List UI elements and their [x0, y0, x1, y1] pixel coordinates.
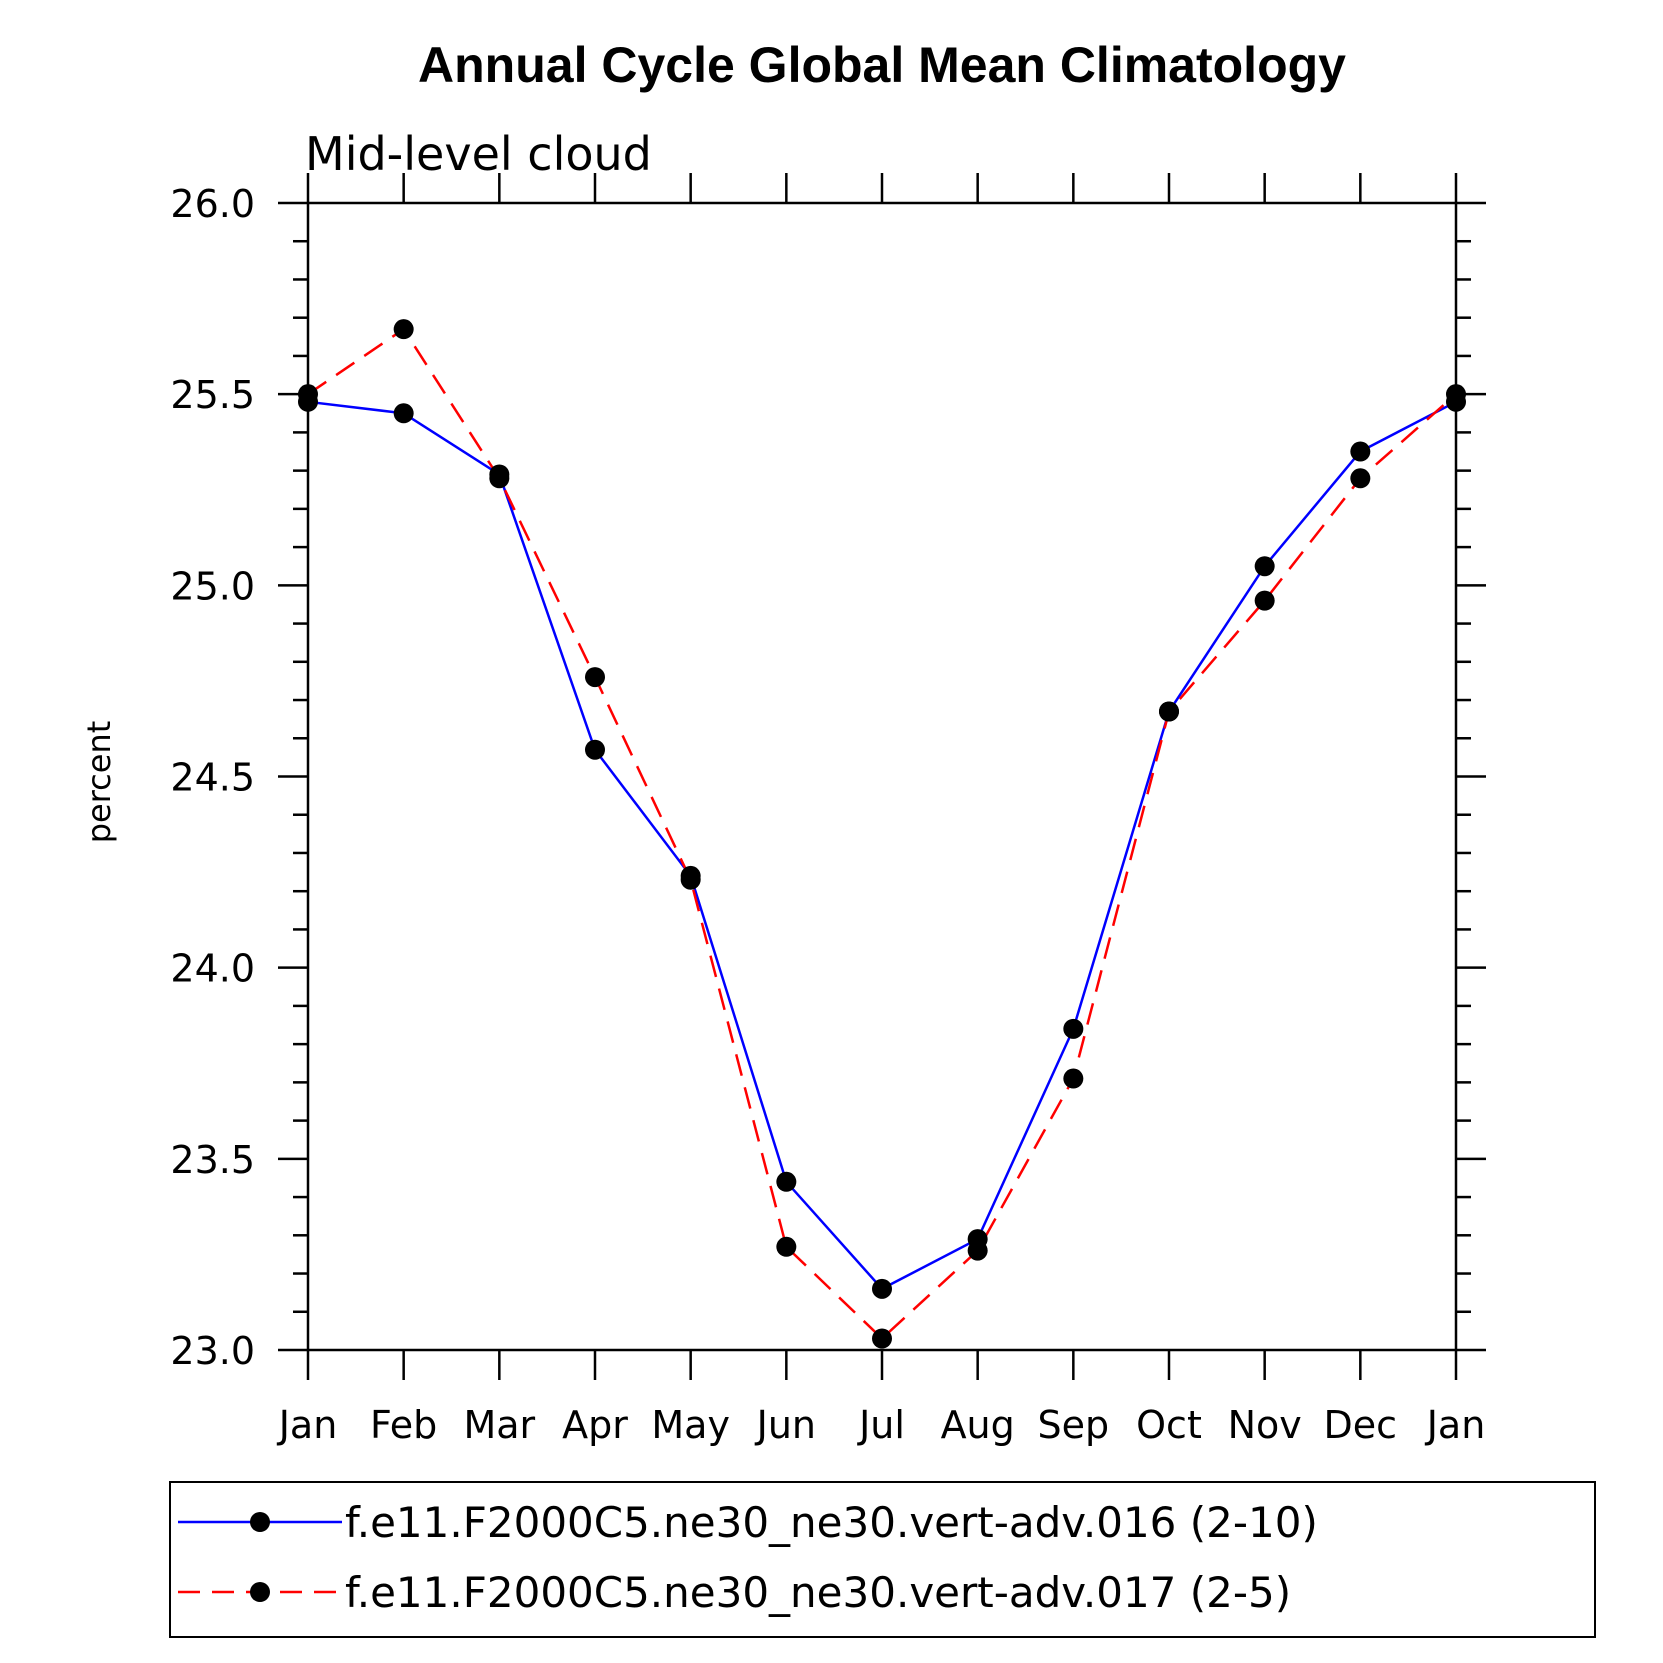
x-tick-label: Jan [1425, 1403, 1486, 1447]
y-axis-label: percent [80, 721, 118, 844]
y-tick-label: 25.0 [170, 564, 255, 608]
legend-label-2: f.e11.F2000C5.ne30_ne30.vert-adv.017 (2-… [345, 1568, 1291, 1617]
x-tick-label: Mar [463, 1403, 535, 1447]
x-tick-label: Oct [1136, 1403, 1202, 1447]
series-2-point [680, 869, 701, 890]
series-1-point [776, 1171, 797, 1192]
series-line-1 [307, 400, 1457, 1291]
series-2-point [1254, 590, 1275, 611]
axis-ticks: Jan Feb Mar Apr May Jun Jul Aug Sep Oct Nov Dec Jan 2… [170, 173, 1486, 1447]
x-tick-label: Dec [1324, 1403, 1398, 1447]
x-tick-label: Sep [1038, 1403, 1110, 1447]
legend-marker-1 [250, 1512, 270, 1532]
y-tick-label: 23.0 [170, 1329, 255, 1373]
legend-box [169, 1481, 1596, 1638]
series-2-point [967, 1240, 988, 1261]
x-tick-label: Jan [277, 1403, 338, 1447]
series-2-point [489, 468, 510, 489]
series-1-point [585, 739, 605, 760]
series-2-point [776, 1236, 797, 1257]
x-tick-label: Jul [857, 1403, 905, 1447]
series-2-point [872, 1328, 892, 1349]
series-line-2 [307, 327, 1457, 1341]
series-1-point [1254, 556, 1275, 577]
series-2-point [585, 667, 605, 688]
series-layer [298, 319, 1466, 1349]
legend-marker-2 [250, 1582, 270, 1602]
legend: f.e11.F2000C5.ne30_ne30.vert-adv.016 (2-… [169, 1481, 1596, 1638]
y-tick-label: 23.5 [170, 1138, 255, 1182]
x-tick-label: Apr [562, 1403, 628, 1447]
y-tick-label: 24.5 [170, 756, 255, 800]
plot-frame [306, 201, 1458, 1352]
y-tick-label: 25.5 [170, 373, 255, 417]
series-1-point [393, 403, 414, 424]
series-1-point [872, 1278, 892, 1299]
series-1-point [1063, 1018, 1084, 1039]
x-tick-label: May [651, 1403, 730, 1447]
series-1-point [1350, 441, 1371, 462]
series-2-point [1063, 1068, 1084, 1089]
x-tick-label: Aug [941, 1403, 1015, 1447]
series-2-point [393, 319, 414, 340]
y-tick-label: 24.0 [170, 947, 255, 991]
chart-subtitle: Mid-level cloud [305, 127, 652, 181]
x-tick-label: Feb [370, 1403, 437, 1447]
series-2-point [1350, 468, 1371, 489]
series-2-point [1159, 701, 1179, 722]
y-tick-label: 26.0 [170, 182, 255, 226]
x-tick-label: Jun [755, 1403, 816, 1447]
legend-label-1: f.e11.F2000C5.ne30_ne30.vert-adv.016 (2-… [345, 1498, 1318, 1547]
x-tick-label: Nov [1228, 1403, 1302, 1447]
chart-title: Annual Cycle Global Mean Climatology [418, 37, 1346, 93]
